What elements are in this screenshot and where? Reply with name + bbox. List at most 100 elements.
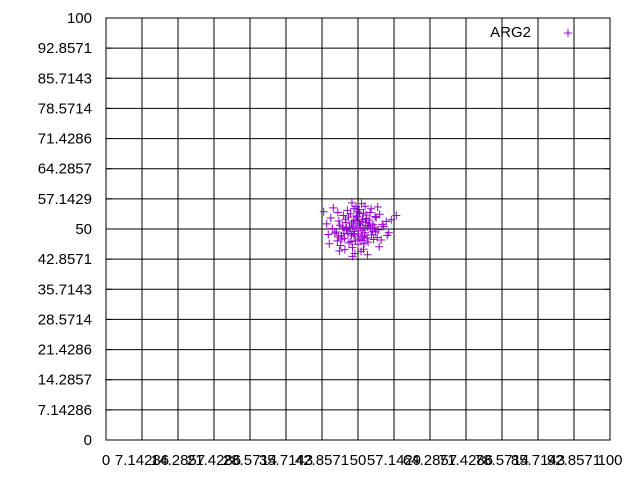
data-point: [377, 235, 386, 244]
data-point: [367, 204, 376, 213]
data-point: [346, 237, 355, 246]
legend-plus-marker: [564, 29, 572, 37]
plot-frame: [105, 17, 611, 441]
data-point: [340, 245, 349, 254]
y-tick-label: 7.14286: [38, 402, 92, 419]
data-point: [319, 207, 328, 216]
y-tick-label: 28.5714: [38, 311, 92, 328]
data-point: [328, 224, 337, 233]
data-point: [367, 230, 376, 239]
legend-marker: [564, 29, 572, 37]
data-point: [333, 236, 342, 245]
x-tick-label: 100: [597, 452, 622, 469]
data-point: [361, 218, 370, 227]
data-point: [325, 239, 334, 248]
legend: ARG2: [490, 24, 572, 41]
data-point: [334, 216, 343, 225]
data-point: [375, 210, 384, 219]
x-tick-label: 57.1429: [367, 452, 421, 469]
data-point: [357, 226, 366, 235]
data-point: [366, 224, 375, 233]
data-point: [371, 212, 380, 221]
data-point: [387, 215, 396, 224]
data-point: [347, 198, 356, 207]
y-tick-label: 50: [75, 221, 92, 238]
data-point: [341, 215, 350, 224]
data-point: [342, 224, 351, 233]
data-point: [333, 208, 342, 217]
y-tick-label: 14.2857: [38, 372, 92, 389]
data-point: [375, 242, 384, 251]
data-point: [358, 236, 367, 245]
data-point: [350, 216, 359, 225]
data-point: [332, 227, 341, 236]
data-point: [354, 240, 362, 249]
data-point: [379, 222, 388, 231]
data-point: [337, 235, 346, 244]
data-point: [352, 211, 361, 220]
data-point: [356, 221, 365, 230]
data-point: [363, 250, 372, 259]
y-tick-label: 85.7143: [38, 70, 92, 87]
data-point: [359, 245, 368, 254]
data-point: [372, 213, 381, 222]
data-point: [346, 209, 355, 218]
y-tick-label: 35.7143: [38, 281, 92, 298]
data-point: [364, 238, 373, 247]
data-point: [371, 227, 380, 236]
data-point: [365, 216, 374, 225]
data-point: [392, 211, 401, 220]
data-point: [339, 211, 348, 220]
data-point: [349, 204, 358, 213]
x-tick-label: 14.2857: [151, 452, 205, 469]
grid-lines: [105, 17, 611, 441]
x-tick-label: 71.4286: [439, 452, 493, 469]
data-point: [329, 203, 338, 212]
x-tick-label: 92.8571: [547, 452, 601, 469]
data-point: [326, 214, 335, 223]
data-point: [355, 219, 364, 228]
x-tick-label: 50: [350, 452, 367, 469]
x-tick-labels: 0 7.1428614.285721.428628.571435.714342.8…: [102, 452, 623, 469]
y-tick-label: 57.1429: [38, 191, 92, 208]
data-point: [373, 203, 382, 212]
x-tick-label: 35.7143: [259, 452, 313, 469]
data-point: [347, 230, 356, 239]
data-point: [355, 205, 364, 214]
x-tick-label: 85.7143: [511, 452, 565, 469]
y-tick-label: 71.4286: [38, 131, 92, 148]
data-point: [322, 219, 331, 228]
data-point: [344, 238, 353, 247]
data-point: [378, 220, 387, 229]
data-point: [358, 233, 367, 242]
x-tick-label: 42.8571: [295, 452, 349, 469]
data-point: [361, 202, 370, 211]
data-point: [349, 217, 358, 226]
data-point: [369, 235, 378, 244]
data-point: [336, 241, 345, 250]
x-tick-label: 21.4286: [187, 452, 241, 469]
data-point: [335, 221, 344, 230]
x-tick-label: 0: [102, 452, 110, 469]
data-point: [339, 229, 348, 238]
x-tick-label: 28.5714: [223, 452, 277, 469]
x-tick-label: 64.2857: [403, 452, 457, 469]
x-tick-label: 78.5714: [475, 452, 529, 469]
data-point: [330, 229, 339, 238]
data-point: [334, 233, 343, 242]
y-tick-label: 64.2857: [38, 161, 92, 178]
legend-label: ARG2: [490, 24, 531, 41]
y-tick-labels: 0 7.14286 14.2857 21.4286 28.5714 35.7143 42.8…: [38, 10, 92, 449]
data-point: [348, 243, 357, 252]
y-tick-label: 92.8571: [38, 40, 92, 57]
data-point: [373, 233, 382, 242]
data-point: [341, 218, 350, 227]
y-tick-label: 78.5714: [38, 100, 92, 117]
data-point: [382, 217, 391, 226]
y-tick-label: 100: [67, 10, 92, 27]
data-point: [383, 231, 392, 240]
data-point: [352, 212, 361, 221]
data-points: [319, 198, 401, 261]
x-tick-label: 7.14286: [115, 452, 169, 469]
